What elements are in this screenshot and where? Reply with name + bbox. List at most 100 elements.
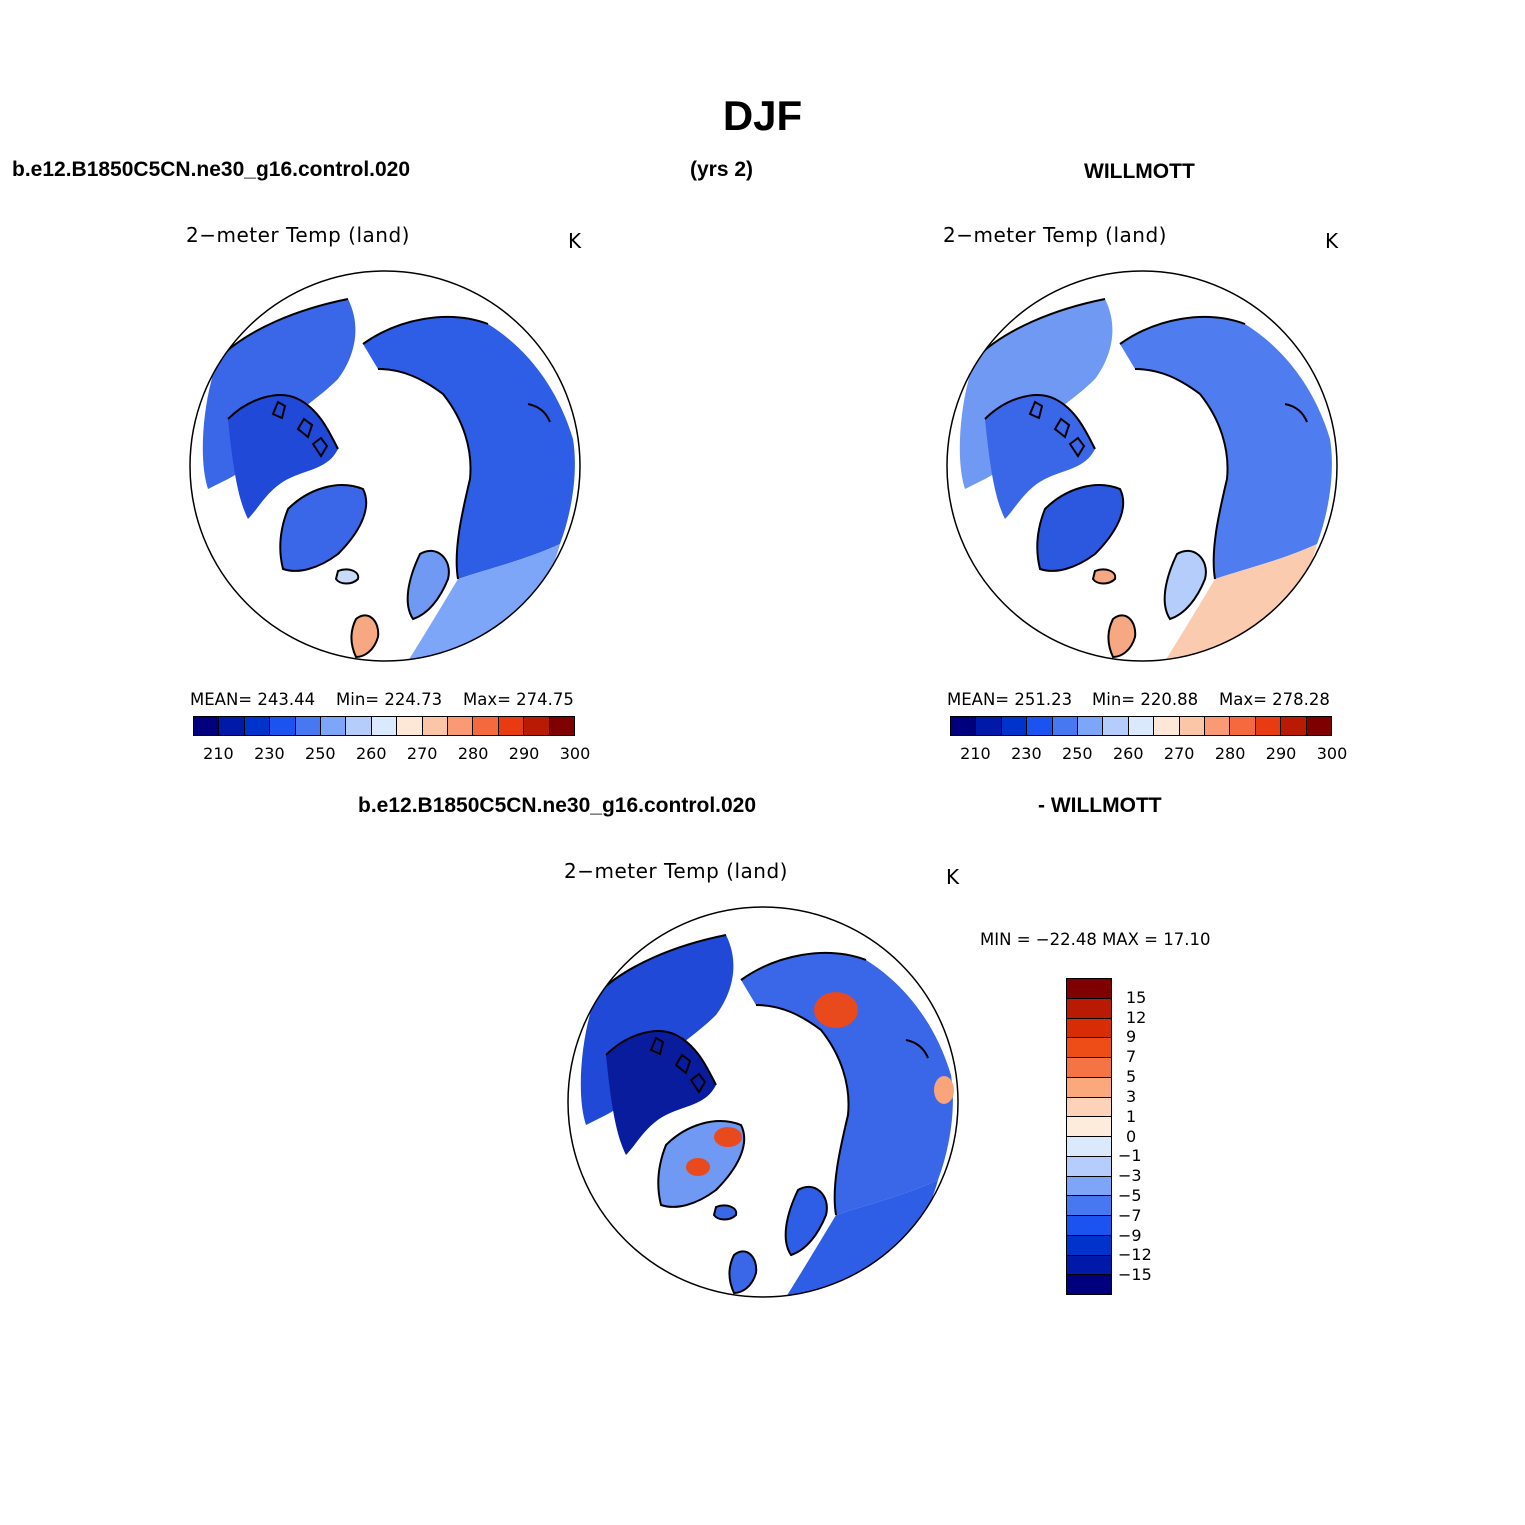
- colorbar-swatch: [1067, 1216, 1111, 1236]
- colorbar-swatch: [1067, 979, 1111, 999]
- coastline: [1028, 400, 1086, 458]
- colorbar-tick-label: −1: [1118, 1146, 1142, 1166]
- colorbar-swatch: [1255, 717, 1282, 735]
- coastline: [406, 549, 450, 621]
- coastline: [1091, 568, 1117, 585]
- obs-min-stat: Min= 220.88: [1092, 690, 1199, 709]
- diff-obs-header: - WILLMOTT: [1038, 794, 1162, 817]
- coastline: [527, 403, 551, 423]
- map-boundary-circle: [189, 270, 581, 662]
- diff-colorbar: [1066, 978, 1112, 1295]
- colorbar-tick-label: 290: [1265, 744, 1297, 763]
- colorbar-tick-label: 260: [1112, 744, 1144, 763]
- map-boundary-circle: [567, 906, 959, 1298]
- warm-anomaly-east: [934, 1076, 954, 1104]
- obs-colorbar-labels: 210 230 250 260 270 280 290 300: [950, 744, 1347, 764]
- coastline: [377, 368, 472, 580]
- colorbar-swatch: [1306, 717, 1332, 735]
- colorbar-tick-label: 290: [508, 744, 540, 763]
- colorbar-swatch: [422, 717, 449, 735]
- scandinavia-region: [785, 1186, 827, 1255]
- colorbar-tick-label: 280: [1214, 744, 1246, 763]
- obs-panel-title: 2−meter Temp (land): [943, 223, 1167, 247]
- diff-case-header: b.e12.B1850C5CN.ne30_g16.control.020: [358, 794, 757, 817]
- canadian-archipelago-region: [228, 395, 338, 519]
- colorbar-swatch: [346, 717, 372, 735]
- colorbar-swatch: [1067, 998, 1111, 1019]
- coastline: [1284, 403, 1308, 423]
- obs-mean-stat: MEAN= 251.23: [947, 690, 1073, 709]
- colorbar-swatch: [1067, 1018, 1111, 1039]
- british-isles-region: [729, 1251, 757, 1293]
- coastline: [984, 394, 1096, 450]
- model-max-stat: Max= 274.75: [463, 690, 574, 709]
- colorbar-swatch: [1067, 1196, 1111, 1216]
- iceland-region: [714, 1205, 737, 1220]
- land-regions: [959, 298, 1332, 661]
- colorbar-swatch: [1103, 717, 1129, 735]
- colorbar-tick-label: 210: [203, 744, 234, 763]
- coastline: [755, 1004, 850, 1216]
- southern-eurasia-region: [1165, 544, 1317, 661]
- coastline: [657, 1120, 746, 1208]
- coastline: [334, 568, 360, 585]
- colorbar-tick-label: −15: [1118, 1265, 1152, 1285]
- obs-polar-map: [946, 270, 1338, 662]
- colorbar-swatch: [448, 717, 474, 735]
- colorbar-swatch: [371, 717, 398, 735]
- colorbar-swatch: [951, 717, 977, 735]
- model-colorbar-labels: 210 230 250 260 270 280 290 300: [193, 744, 590, 764]
- colorbar-tick-label: 3: [1126, 1086, 1137, 1106]
- colorbar-swatch: [270, 717, 296, 735]
- colorbar-swatch: [1067, 1137, 1111, 1157]
- colorbar-swatch: [1281, 717, 1307, 735]
- colorbar-tick-label: −5: [1118, 1185, 1142, 1205]
- scandinavia-region: [407, 550, 449, 619]
- coastline: [1036, 484, 1125, 572]
- obs-colorbar: [950, 716, 1332, 736]
- colorbar-swatch: [1067, 1117, 1111, 1137]
- colorbar-swatch: [1067, 1038, 1111, 1058]
- colorbar-swatch: [1067, 1058, 1111, 1078]
- colorbar-tick-label: 7: [1126, 1047, 1137, 1067]
- coastline: [649, 1036, 707, 1094]
- colorbar-swatch: [1001, 717, 1028, 735]
- colorbar-swatch: [1052, 717, 1079, 735]
- colorbar-swatch: [1128, 717, 1155, 735]
- greenland-region: [1037, 485, 1124, 571]
- figure-title: DJF: [722, 92, 803, 139]
- diff-minmax-stat: MIN = −22.48 MAX = 17.10: [980, 930, 1211, 949]
- colorbar-swatch: [1067, 1255, 1111, 1276]
- model-panel-title: 2−meter Temp (land): [186, 223, 410, 247]
- colorbar-swatch: [1078, 717, 1104, 735]
- coastline: [227, 394, 339, 450]
- colorbar-tick-label: 280: [457, 744, 489, 763]
- colorbar-tick-label: 1: [1126, 1106, 1137, 1126]
- colorbar-swatch: [976, 717, 1002, 735]
- warm-anomaly-greenland-north: [714, 1127, 742, 1147]
- coastline: [728, 1250, 758, 1295]
- colorbar-swatch: [194, 717, 220, 735]
- colorbar-swatch: [524, 717, 550, 735]
- colorbar-swatch: [1067, 1176, 1111, 1197]
- colorbar-swatch: [1067, 1156, 1111, 1177]
- colorbar-swatch: [1067, 1275, 1111, 1294]
- coastline: [1134, 368, 1229, 580]
- colorbar-tick-label: 270: [1163, 744, 1195, 763]
- warm-anomaly-greenland-south: [686, 1158, 710, 1176]
- canadian-archipelago-region: [606, 1031, 716, 1155]
- colorbar-tick-label: 5: [1126, 1067, 1137, 1087]
- colorbar-tick-label: 270: [406, 744, 438, 763]
- coastline: [271, 400, 329, 458]
- coastline: [350, 614, 380, 659]
- colorbar-tick-label: −12: [1118, 1245, 1152, 1265]
- diff-panel-title: 2−meter Temp (land): [564, 859, 788, 883]
- colorbar-tick-label: 12: [1126, 1007, 1147, 1027]
- canadian-archipelago-region: [985, 395, 1095, 519]
- colorbar-tick-label: 250: [1062, 744, 1093, 763]
- colorbar-swatch: [1205, 717, 1231, 735]
- model-mean-stat: MEAN= 243.44: [190, 690, 316, 709]
- colorbar-tick-label: −3: [1118, 1166, 1142, 1186]
- coastline: [1163, 549, 1207, 621]
- colorbar-tick-label: 230: [254, 744, 285, 763]
